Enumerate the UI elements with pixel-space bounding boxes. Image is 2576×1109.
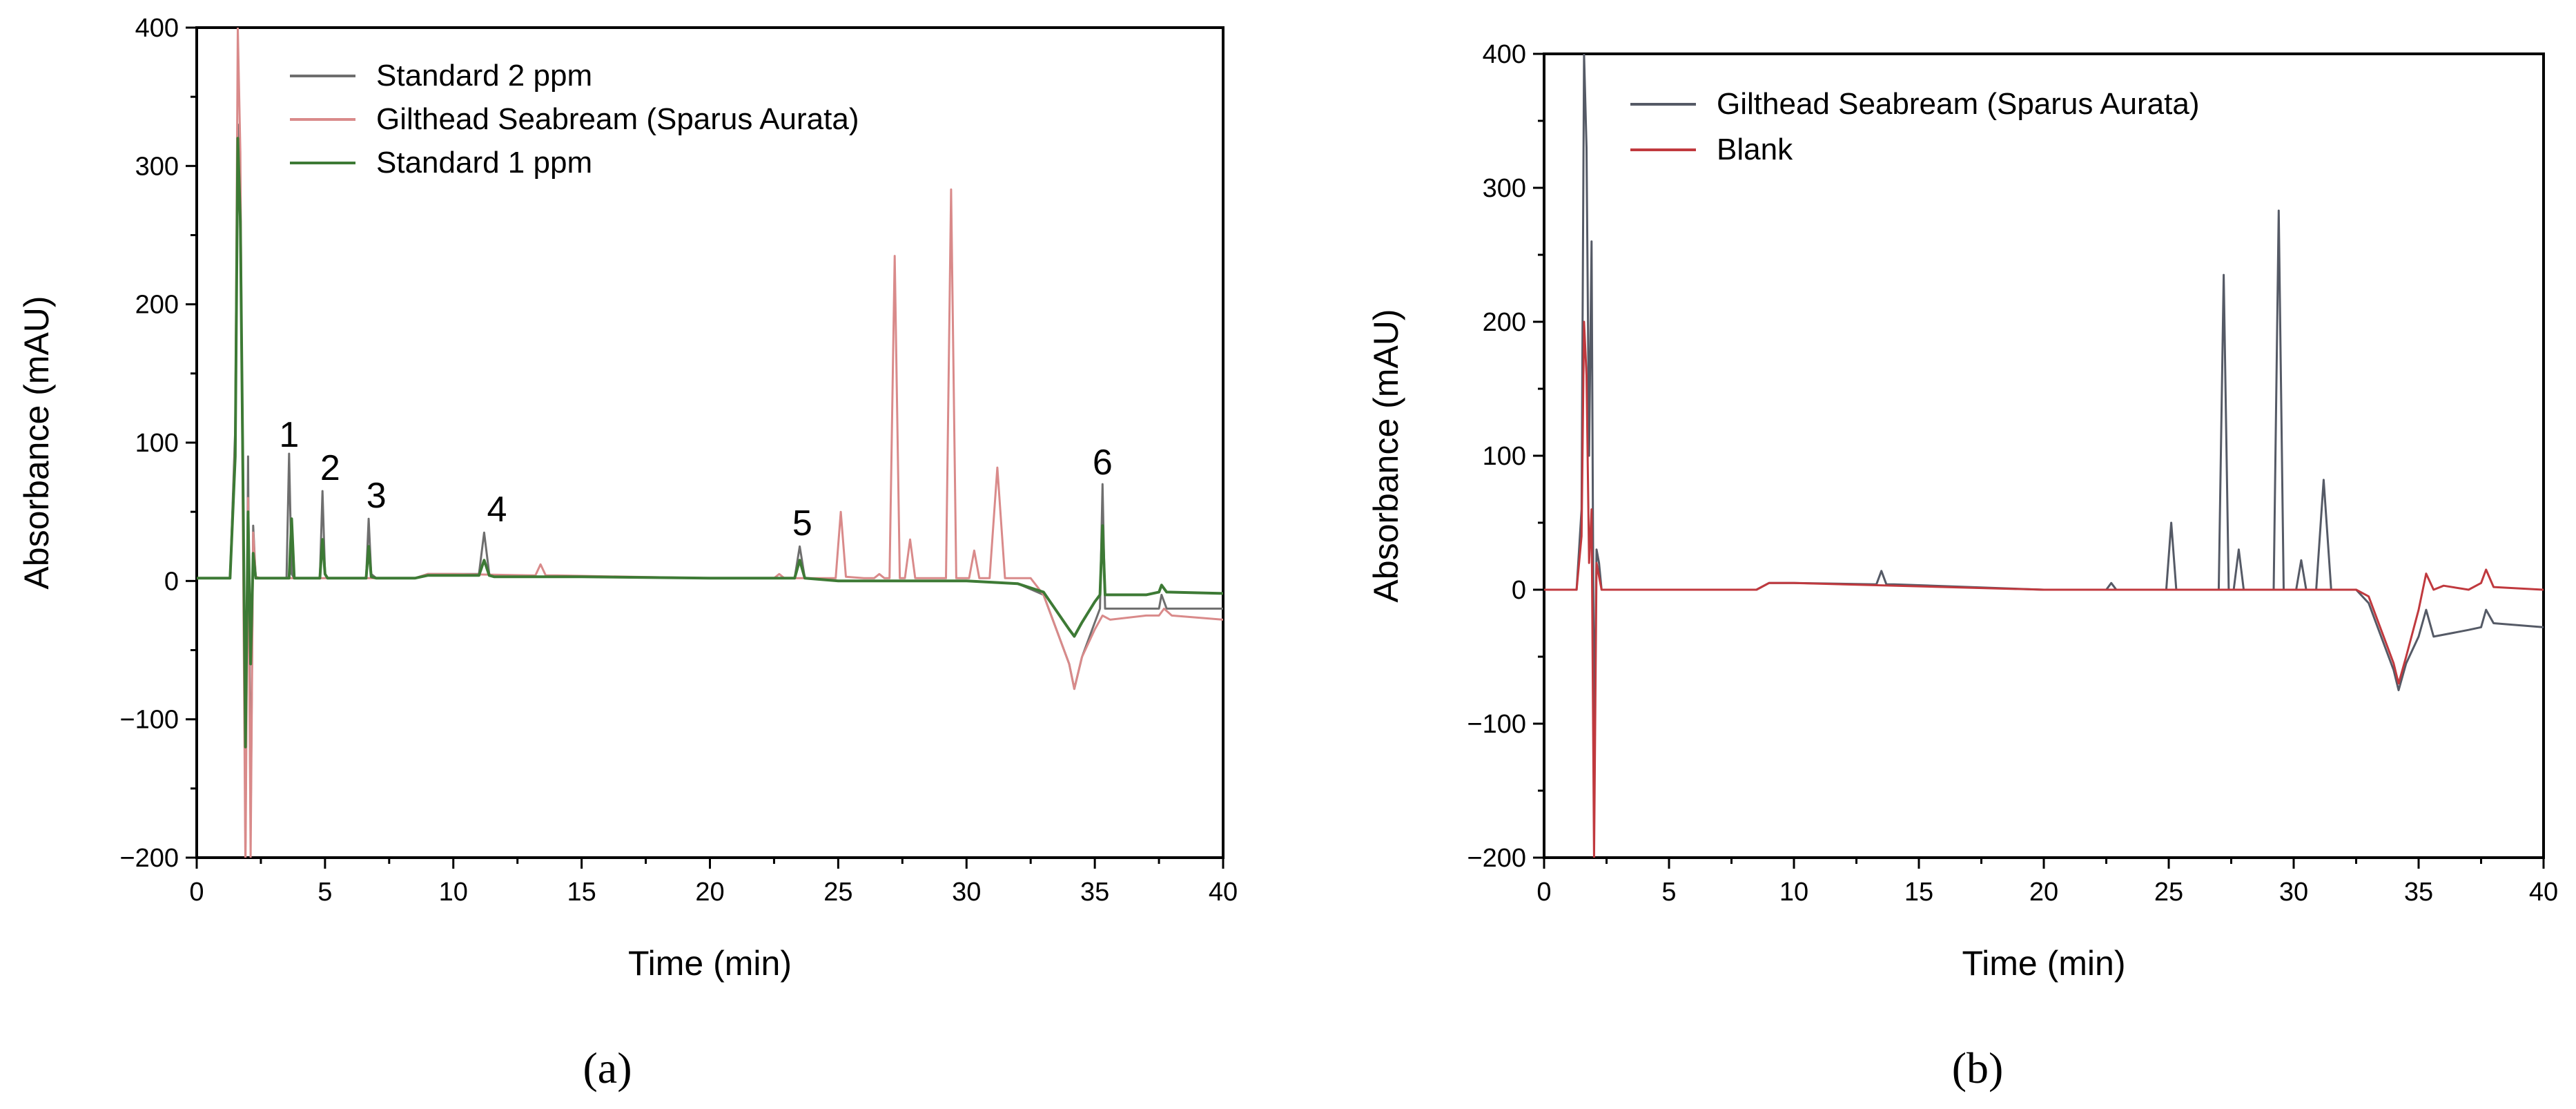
y-tick-label: −200 bbox=[1467, 844, 1526, 873]
x-tick-label: 20 bbox=[2029, 878, 2058, 907]
peak-label: 6 bbox=[1093, 443, 1113, 483]
y-tick-label: 400 bbox=[135, 14, 179, 43]
x-tick-label: 10 bbox=[1779, 878, 1808, 907]
x-tick-label: 25 bbox=[823, 878, 852, 907]
peak-label: 4 bbox=[487, 490, 507, 530]
x-tick-label: 0 bbox=[189, 878, 204, 907]
series-line-1 bbox=[197, 123, 1223, 845]
legend-label: Standard 1 ppm bbox=[376, 146, 592, 180]
y-tick-label: −100 bbox=[119, 706, 179, 735]
x-tick-label: 10 bbox=[439, 878, 468, 907]
x-tick-label: 40 bbox=[1209, 878, 1238, 907]
y-tick-label: 0 bbox=[1512, 576, 1526, 605]
x-tick-label: 5 bbox=[1661, 878, 1676, 907]
series-line-1 bbox=[1544, 54, 2544, 752]
y-tick-label: −100 bbox=[1467, 710, 1526, 739]
y-axis-title: Absorbance (mAU) bbox=[17, 296, 56, 589]
x-tick-label: 35 bbox=[2404, 878, 2433, 907]
plot-frame bbox=[195, 26, 1224, 859]
series-line-2 bbox=[197, 28, 1223, 858]
y-tick-label: −200 bbox=[119, 844, 179, 873]
y-tick-label: 300 bbox=[135, 152, 179, 181]
panel-label: (a) bbox=[583, 1043, 632, 1092]
x-tick-label: 30 bbox=[952, 878, 981, 907]
x-tick-label: 5 bbox=[318, 878, 332, 907]
x-tick-label: 40 bbox=[2529, 878, 2558, 907]
x-axis-title: Time (min) bbox=[1962, 944, 2125, 983]
x-axis-title: Time (min) bbox=[628, 944, 792, 983]
y-tick-label: 300 bbox=[1483, 174, 1526, 203]
series-line-2 bbox=[1544, 320, 2544, 858]
x-tick-label: 25 bbox=[2154, 878, 2183, 907]
legend-label: Standard 2 ppm bbox=[376, 59, 592, 93]
x-tick-label: 20 bbox=[695, 878, 724, 907]
y-tick-label: 200 bbox=[135, 291, 179, 320]
peak-label: 3 bbox=[367, 476, 387, 516]
legend-label: Gilthead Seabream (Sparus Aurata) bbox=[1717, 87, 2200, 121]
panel-label: (b) bbox=[1952, 1043, 2004, 1092]
y-tick-label: 200 bbox=[1483, 308, 1526, 337]
plot-frame bbox=[1543, 52, 2545, 859]
peak-label: 2 bbox=[320, 448, 340, 488]
y-axis-title: Absorbance (mAU) bbox=[1367, 309, 1405, 602]
series-line-3 bbox=[197, 137, 1223, 749]
peak-label: 1 bbox=[279, 415, 299, 455]
y-tick-label: 100 bbox=[1483, 442, 1526, 471]
x-tick-label: 35 bbox=[1080, 878, 1109, 907]
x-tick-label: 30 bbox=[2279, 878, 2308, 907]
y-tick-label: 0 bbox=[164, 567, 179, 596]
x-tick-label: 15 bbox=[567, 878, 596, 907]
peak-label: 5 bbox=[792, 503, 812, 543]
x-tick-label: 0 bbox=[1536, 878, 1551, 907]
legend-label: Blank bbox=[1717, 133, 1793, 166]
y-tick-label: 100 bbox=[135, 429, 179, 458]
x-tick-label: 15 bbox=[1904, 878, 1933, 907]
legend-label: Gilthead Seabream (Sparus Aurata) bbox=[376, 102, 859, 136]
y-tick-label: 400 bbox=[1483, 40, 1526, 69]
